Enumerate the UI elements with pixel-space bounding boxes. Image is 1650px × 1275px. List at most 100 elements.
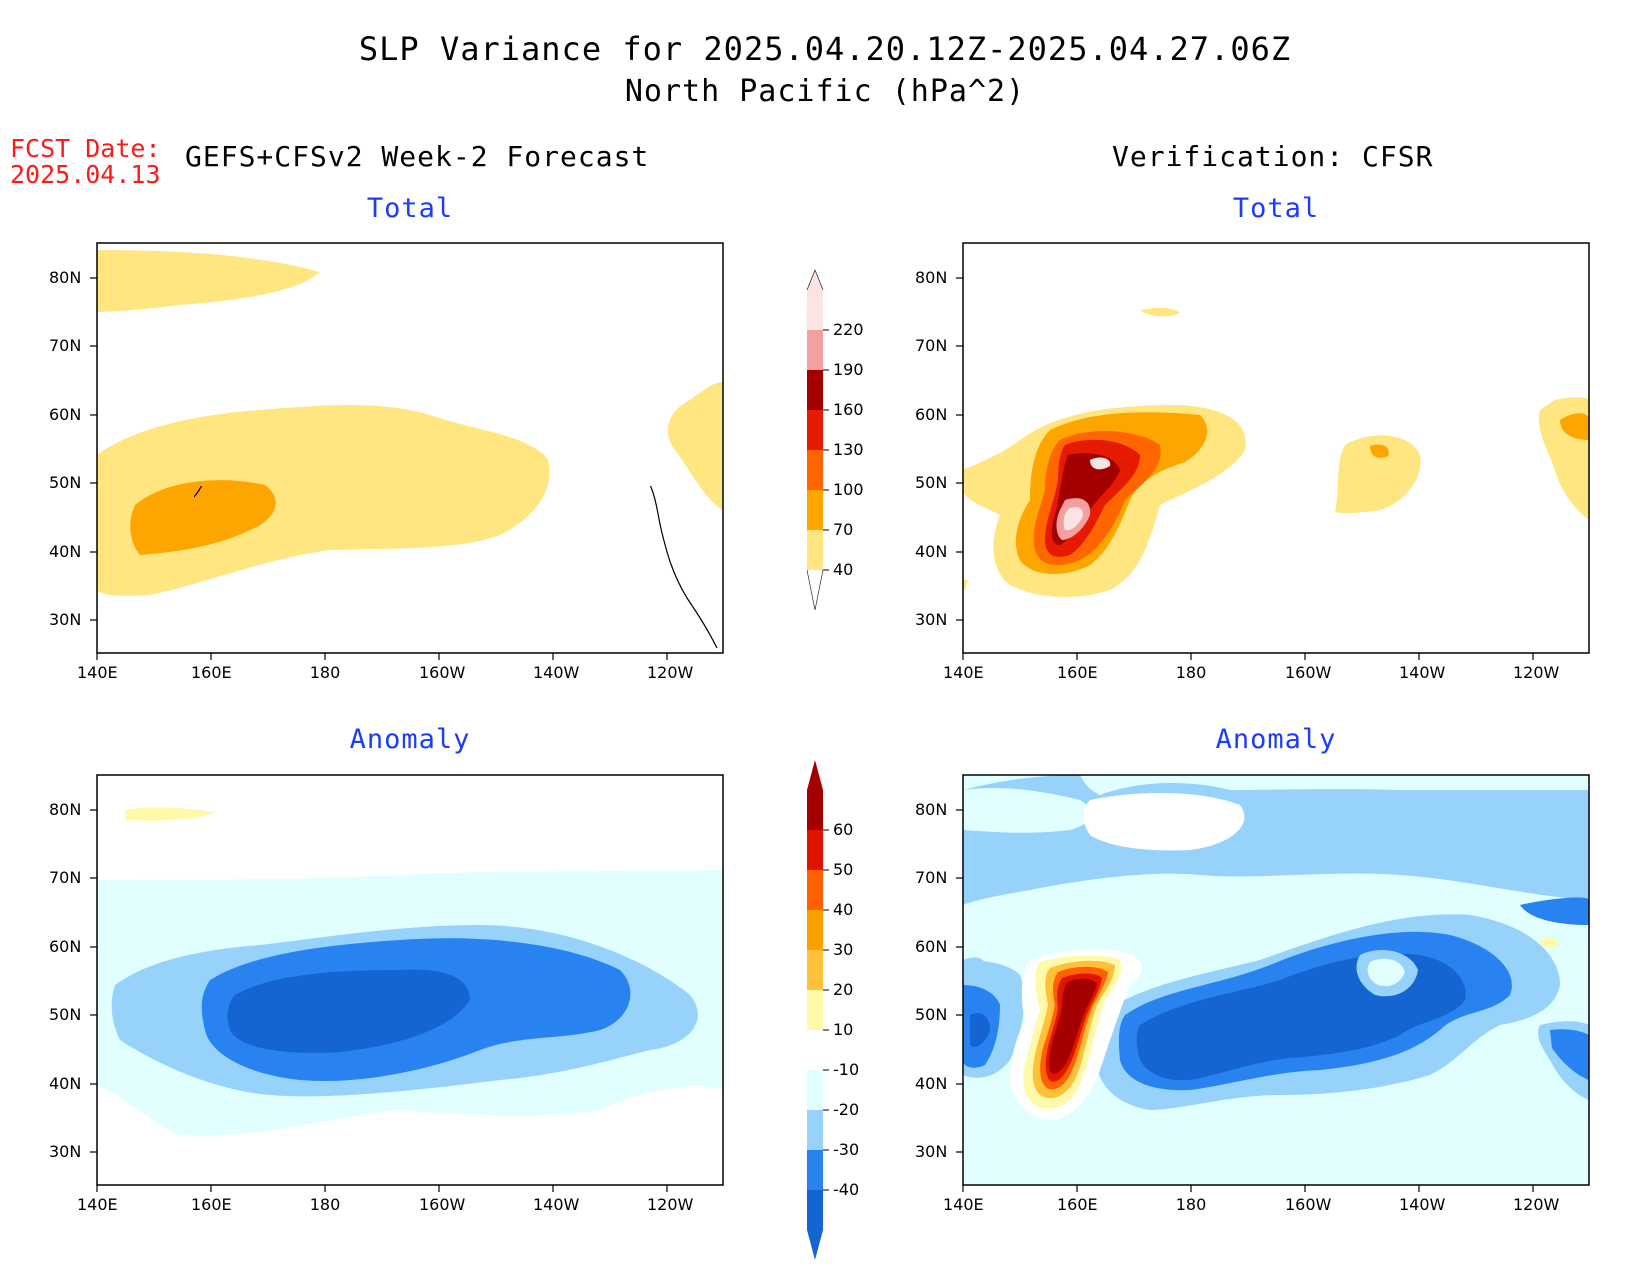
colorbar-segment [807,370,823,410]
lat-tick-label: 80N [915,800,948,819]
panel-title-forecast-anomaly: Anomaly [349,724,471,755]
lon-tick-label: 120W [1513,1195,1560,1214]
lat-tick-label: 40N [49,542,82,561]
colorbar-segment [807,290,823,330]
lon-tick-label: 140E [77,1195,118,1214]
colorbar-anomaly-label: 10 [833,1020,854,1039]
left-column-heading: GEFS+CFSv2 Week-2 Forecast [185,140,650,173]
forecast-date: FCST Date: 2025.04.13 [10,136,161,188]
colorbar-segment [807,830,823,870]
map-verification-total [962,242,1590,654]
lon-tick-label: 160E [1057,1195,1098,1214]
lat-tick-label: 50N [915,473,948,492]
main-title: SLP Variance for 2025.04.20.12Z-2025.04.… [358,30,1292,68]
lat-tick-label: 60N [49,405,82,424]
lat-tick-label: 30N [915,610,948,629]
colorbar-anomaly-label: 60 [833,820,854,839]
colorbar-total-label: 100 [833,480,864,499]
lon-tick-label: 140W [533,1195,580,1214]
lon-tick-label: 160W [1285,663,1332,682]
lat-tick-label: 50N [49,1005,82,1024]
lat-tick-label: 30N [49,1142,82,1161]
colorbar-segment [807,1110,823,1150]
lon-tick-label: 180 [309,1195,341,1214]
colorbar-segment [807,450,823,490]
colorbar-anomaly-label: -30 [833,1140,860,1159]
panel-title-verification-anomaly: Anomaly [1215,724,1337,755]
colorbar-total [806,269,829,611]
lon-tick-label: 180 [1175,663,1207,682]
colorbar-anomaly-label: -40 [833,1180,860,1199]
colorbar-segment [807,1190,823,1230]
colorbar-segment [807,530,823,570]
lat-tick-label: 50N [915,1005,948,1024]
lat-tick-label: 70N [49,868,82,887]
colorbar-anomaly-label: -20 [833,1100,860,1119]
map-verification-anomaly [962,774,1590,1186]
colorbar-segment [807,990,823,1030]
lon-tick-label: 120W [647,1195,694,1214]
main-subtitle: North Pacific (hPa^2) [624,74,1026,109]
colorbar-segment [807,490,823,530]
colorbar-segment [807,330,823,370]
lon-tick-label: 140W [1399,663,1446,682]
lat-tick-label: 60N [915,405,948,424]
lat-tick-label: 70N [915,868,948,887]
lat-tick-label: 80N [49,268,82,287]
lon-tick-label: 140W [1399,1195,1446,1214]
forecast-date-value: 2025.04.13 [10,160,161,189]
lon-tick-label: 160W [419,1195,466,1214]
lon-tick-label: 120W [1513,663,1560,682]
lat-tick-label: 30N [49,610,82,629]
colorbar-total-label: 40 [833,560,854,579]
panel-title-forecast-total: Total [366,193,454,224]
colorbar-anomaly [807,760,829,1260]
colorbar-total-label: 220 [833,320,864,339]
lon-tick-label: 140W [533,663,580,682]
colorbar-anomaly-label: 30 [833,940,854,959]
lat-tick-label: 50N [49,473,82,492]
lon-tick-label: 160E [1057,663,1098,682]
lon-tick-label: 160W [419,663,466,682]
lon-tick-label: 160E [191,1195,232,1214]
axis-ticks [90,277,1534,1192]
lon-tick-label: 160E [191,663,232,682]
lat-tick-label: 80N [49,800,82,819]
colorbar-anomaly-label: 40 [833,900,854,919]
lon-tick-label: 180 [1175,1195,1207,1214]
map-forecast-anomaly [96,774,724,1186]
lon-tick-label: 140E [943,1195,984,1214]
lat-tick-label: 70N [915,336,948,355]
map-forecast-total [96,242,724,654]
lat-tick-label: 60N [915,937,948,956]
colorbar-segment [807,410,823,450]
lon-tick-label: 140E [943,663,984,682]
colorbar-anomaly-label: 20 [833,980,854,999]
lat-tick-label: 30N [915,1142,948,1161]
lon-tick-label: 180 [309,663,341,682]
right-column-heading: Verification: CFSR [1112,140,1434,173]
colorbar-segment [807,1030,823,1070]
colorbar-anomaly-label: -10 [833,1060,860,1079]
colorbar-segment [807,910,823,950]
panel-title-verification-total: Total [1232,193,1320,224]
colorbar-total-label: 70 [833,520,854,539]
lat-tick-label: 60N [49,937,82,956]
colorbar-total-label: 130 [833,440,864,459]
lat-tick-label: 80N [915,268,948,287]
lat-tick-label: 40N [915,1074,948,1093]
colorbar-segment [807,870,823,910]
lat-tick-label: 40N [49,1074,82,1093]
lat-tick-label: 70N [49,336,82,355]
lon-tick-label: 160W [1285,1195,1332,1214]
lon-tick-label: 140E [77,663,118,682]
colorbar-total-label: 190 [833,360,864,379]
colorbar-segment [807,1150,823,1190]
colorbar-anomaly-label: 50 [833,860,854,879]
colorbar-segment [807,790,823,830]
lon-tick-label: 120W [647,663,694,682]
forecast-date-label: FCST Date: [10,134,161,163]
colorbar-segment [807,950,823,990]
colorbar-total-label: 160 [833,400,864,419]
